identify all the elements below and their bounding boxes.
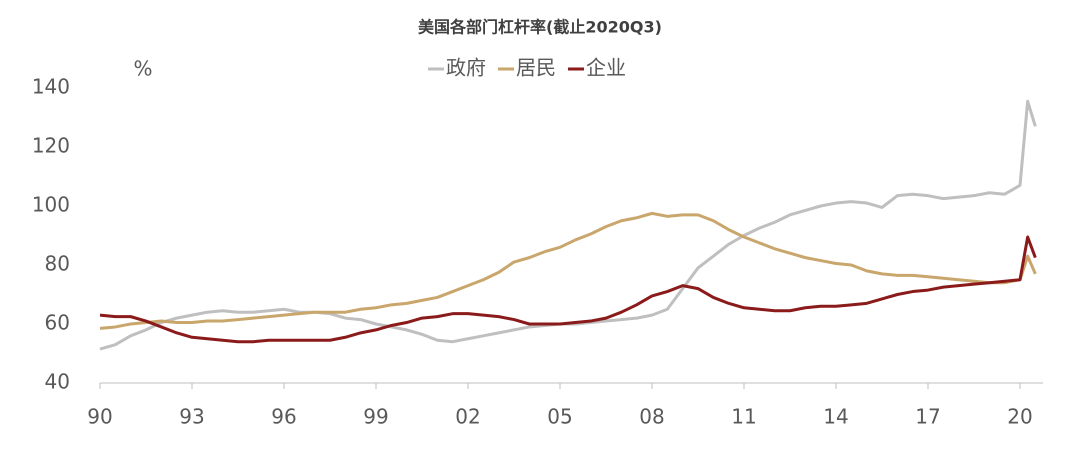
x-tick-label: 90	[87, 405, 112, 429]
x-tick-label: 96	[271, 405, 296, 429]
x-tick-label: 14	[823, 405, 848, 429]
x-tick-label: 99	[363, 405, 388, 429]
x-tick-label: 11	[731, 405, 756, 429]
series-line	[99, 235, 1037, 344]
x-tick-label: 20	[1007, 405, 1032, 429]
chart-title: 美国各部门杠杆率(截止2020Q3)	[418, 18, 662, 37]
y-tick-label: 40	[45, 370, 70, 394]
y-tick-label: 60	[45, 311, 70, 335]
x-tick-label: 08	[639, 405, 664, 429]
legend-label: 企业	[586, 56, 626, 80]
y-tick-label: 120	[32, 134, 70, 158]
x-tick-label: 05	[547, 405, 572, 429]
x-tick-label: 02	[455, 405, 480, 429]
y-tick-label: 100	[32, 193, 70, 217]
legend-label: 居民	[516, 56, 556, 80]
x-tick-label: 93	[179, 405, 204, 429]
x-tick-label: 17	[915, 405, 940, 429]
y-tick-label: 80	[45, 252, 70, 276]
y-axis-label: %	[133, 57, 152, 81]
series-line	[99, 211, 1037, 330]
legend-label: 政府	[446, 56, 486, 80]
series-line	[99, 99, 1037, 351]
y-tick-label: 140	[32, 75, 70, 99]
